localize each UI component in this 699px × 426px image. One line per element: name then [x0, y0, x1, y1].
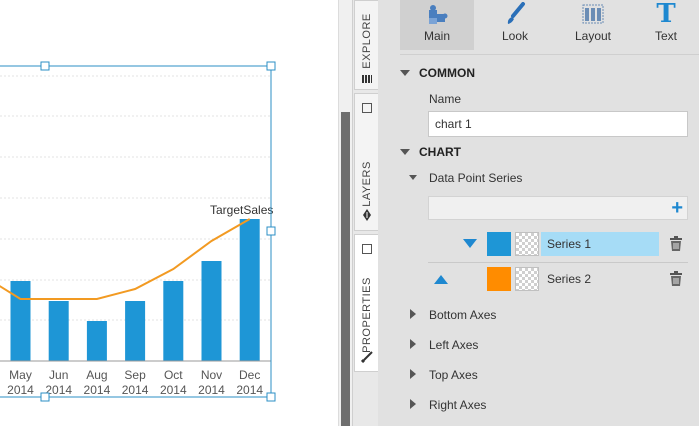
bottom-axes-expand-toggle[interactable] [410, 309, 416, 319]
top-axes-expand-toggle[interactable] [410, 369, 416, 379]
x-tick-label: 2014 [122, 383, 149, 397]
x-tick-label: Nov [201, 368, 222, 382]
common-collapse-toggle[interactable] [400, 70, 410, 76]
toolbar-text-button[interactable]: T Text [634, 0, 698, 50]
x-tick-label: Sep [124, 368, 146, 382]
toolbar-layout-button[interactable]: Layout [556, 0, 630, 50]
series-list-item[interactable]: Series 2 [428, 264, 690, 296]
series-name[interactable]: Series 2 [547, 272, 592, 286]
brush-icon [360, 351, 373, 364]
series-secondary-color-swatch[interactable] [515, 267, 539, 291]
toolbar-divider [400, 54, 699, 55]
chart-collapse-toggle[interactable] [400, 149, 410, 155]
panel-icon [361, 243, 373, 255]
target-sales-label: TargetSales [210, 203, 273, 217]
tab-layers[interactable]: LAYERS [354, 93, 378, 231]
data-point-series-label: Data Point Series [429, 171, 523, 185]
dashboard-canvas[interactable]: TargetSales May 2014 Jun 2014 Aug 2014 Sep 2014… [0, 0, 338, 426]
left-axes-expand-toggle[interactable] [410, 339, 416, 349]
scrollbar-thumb[interactable] [341, 112, 350, 426]
bar [239, 219, 260, 361]
toolbar-layout-label: Layout [574, 29, 612, 43]
series-color-swatch[interactable] [487, 232, 511, 256]
properties-panel: Main Look Layout T Text COMMON Name CHAR… [378, 0, 699, 426]
top-axes-label[interactable]: Top Axes [429, 368, 478, 382]
trash-icon[interactable] [669, 236, 683, 252]
layers-icon [361, 209, 373, 221]
tab-layers-label: LAYERS [360, 161, 373, 207]
toolbar-look-label: Look [501, 29, 529, 43]
resize-handle-top[interactable] [40, 61, 50, 71]
bar [201, 261, 222, 361]
layout-grid-icon [581, 2, 605, 26]
properties-toolbar: Main Look Layout T Text [378, 0, 699, 54]
bar [86, 321, 107, 361]
puzzle-icon [425, 2, 449, 26]
tab-explore-label: EXPLORE [360, 13, 373, 69]
trash-icon[interactable] [669, 271, 683, 287]
series-name[interactable]: Series 1 [541, 232, 659, 256]
bar-line-chart[interactable]: TargetSales May2014Jun2014Aug2014Sep2014… [0, 0, 338, 426]
chart-name-input[interactable] [428, 111, 688, 137]
bar [48, 301, 69, 361]
x-tick-label: 2014 [45, 383, 72, 397]
explore-icon [361, 73, 373, 85]
x-tick-label: 2014 [84, 383, 111, 397]
target-sales-line [0, 218, 251, 300]
common-section-header: COMMON [419, 66, 475, 80]
left-axes-label[interactable]: Left Axes [429, 338, 479, 352]
bar-series [10, 219, 260, 361]
resize-handle-right[interactable] [266, 226, 276, 236]
x-tick-label: Jun [49, 368, 68, 382]
x-tick-label: 2014 [198, 383, 225, 397]
name-label: Name [429, 92, 462, 106]
toolbar-main-button[interactable]: Main [400, 0, 474, 50]
x-tick-label: Aug [86, 368, 107, 382]
resize-handle-top-right[interactable] [266, 61, 276, 71]
series-list-item[interactable]: Series 1 [428, 228, 690, 260]
toolbar-main-label: Main [423, 29, 450, 43]
bottom-axes-label[interactable]: Bottom Axes [429, 308, 497, 322]
tab-properties-label: PROPERTIES [360, 277, 373, 353]
add-series-button[interactable]: + [671, 197, 683, 219]
tab-explore[interactable]: EXPLORE [354, 0, 378, 90]
bar [125, 301, 146, 361]
series-secondary-color-swatch[interactable] [515, 232, 539, 256]
x-tick-label: 2014 [7, 383, 34, 397]
series-color-swatch[interactable] [487, 267, 511, 291]
bar [163, 281, 184, 361]
canvas-scrollbar[interactable] [338, 0, 353, 426]
tab-properties[interactable]: PROPERTIES [354, 234, 378, 372]
x-tick-label: 2014 [236, 383, 263, 397]
x-axis-labels: May2014Jun2014Aug2014Sep2014Oct2014Nov20… [7, 368, 263, 397]
data-point-series-toggle[interactable] [409, 175, 417, 180]
chart-section-header: CHART [419, 145, 461, 159]
panel-icon [361, 102, 373, 114]
toolbar-look-button[interactable]: Look [478, 0, 552, 50]
text-icon: T [656, 0, 676, 29]
x-tick-label: May [9, 368, 32, 382]
series-list-toolbar: + [428, 196, 688, 220]
x-tick-label: 2014 [160, 383, 187, 397]
paintbrush-icon [503, 2, 527, 26]
x-tick-label: Oct [164, 368, 183, 382]
toolbar-text-label: Text [654, 29, 677, 43]
x-tick-label: Dec [239, 368, 260, 382]
right-axes-label[interactable]: Right Axes [429, 398, 487, 412]
move-series-up-button[interactable] [434, 275, 448, 284]
move-series-down-button[interactable] [463, 239, 477, 248]
resize-handle-bottom[interactable] [40, 392, 50, 402]
resize-handle-bottom-right[interactable] [266, 392, 276, 402]
bar [10, 281, 31, 361]
side-tab-strip: EXPLORE LAYERS PROPERTIES [352, 0, 379, 426]
right-axes-expand-toggle[interactable] [410, 399, 416, 409]
series-divider [428, 262, 688, 263]
chart-grid [0, 75, 271, 321]
